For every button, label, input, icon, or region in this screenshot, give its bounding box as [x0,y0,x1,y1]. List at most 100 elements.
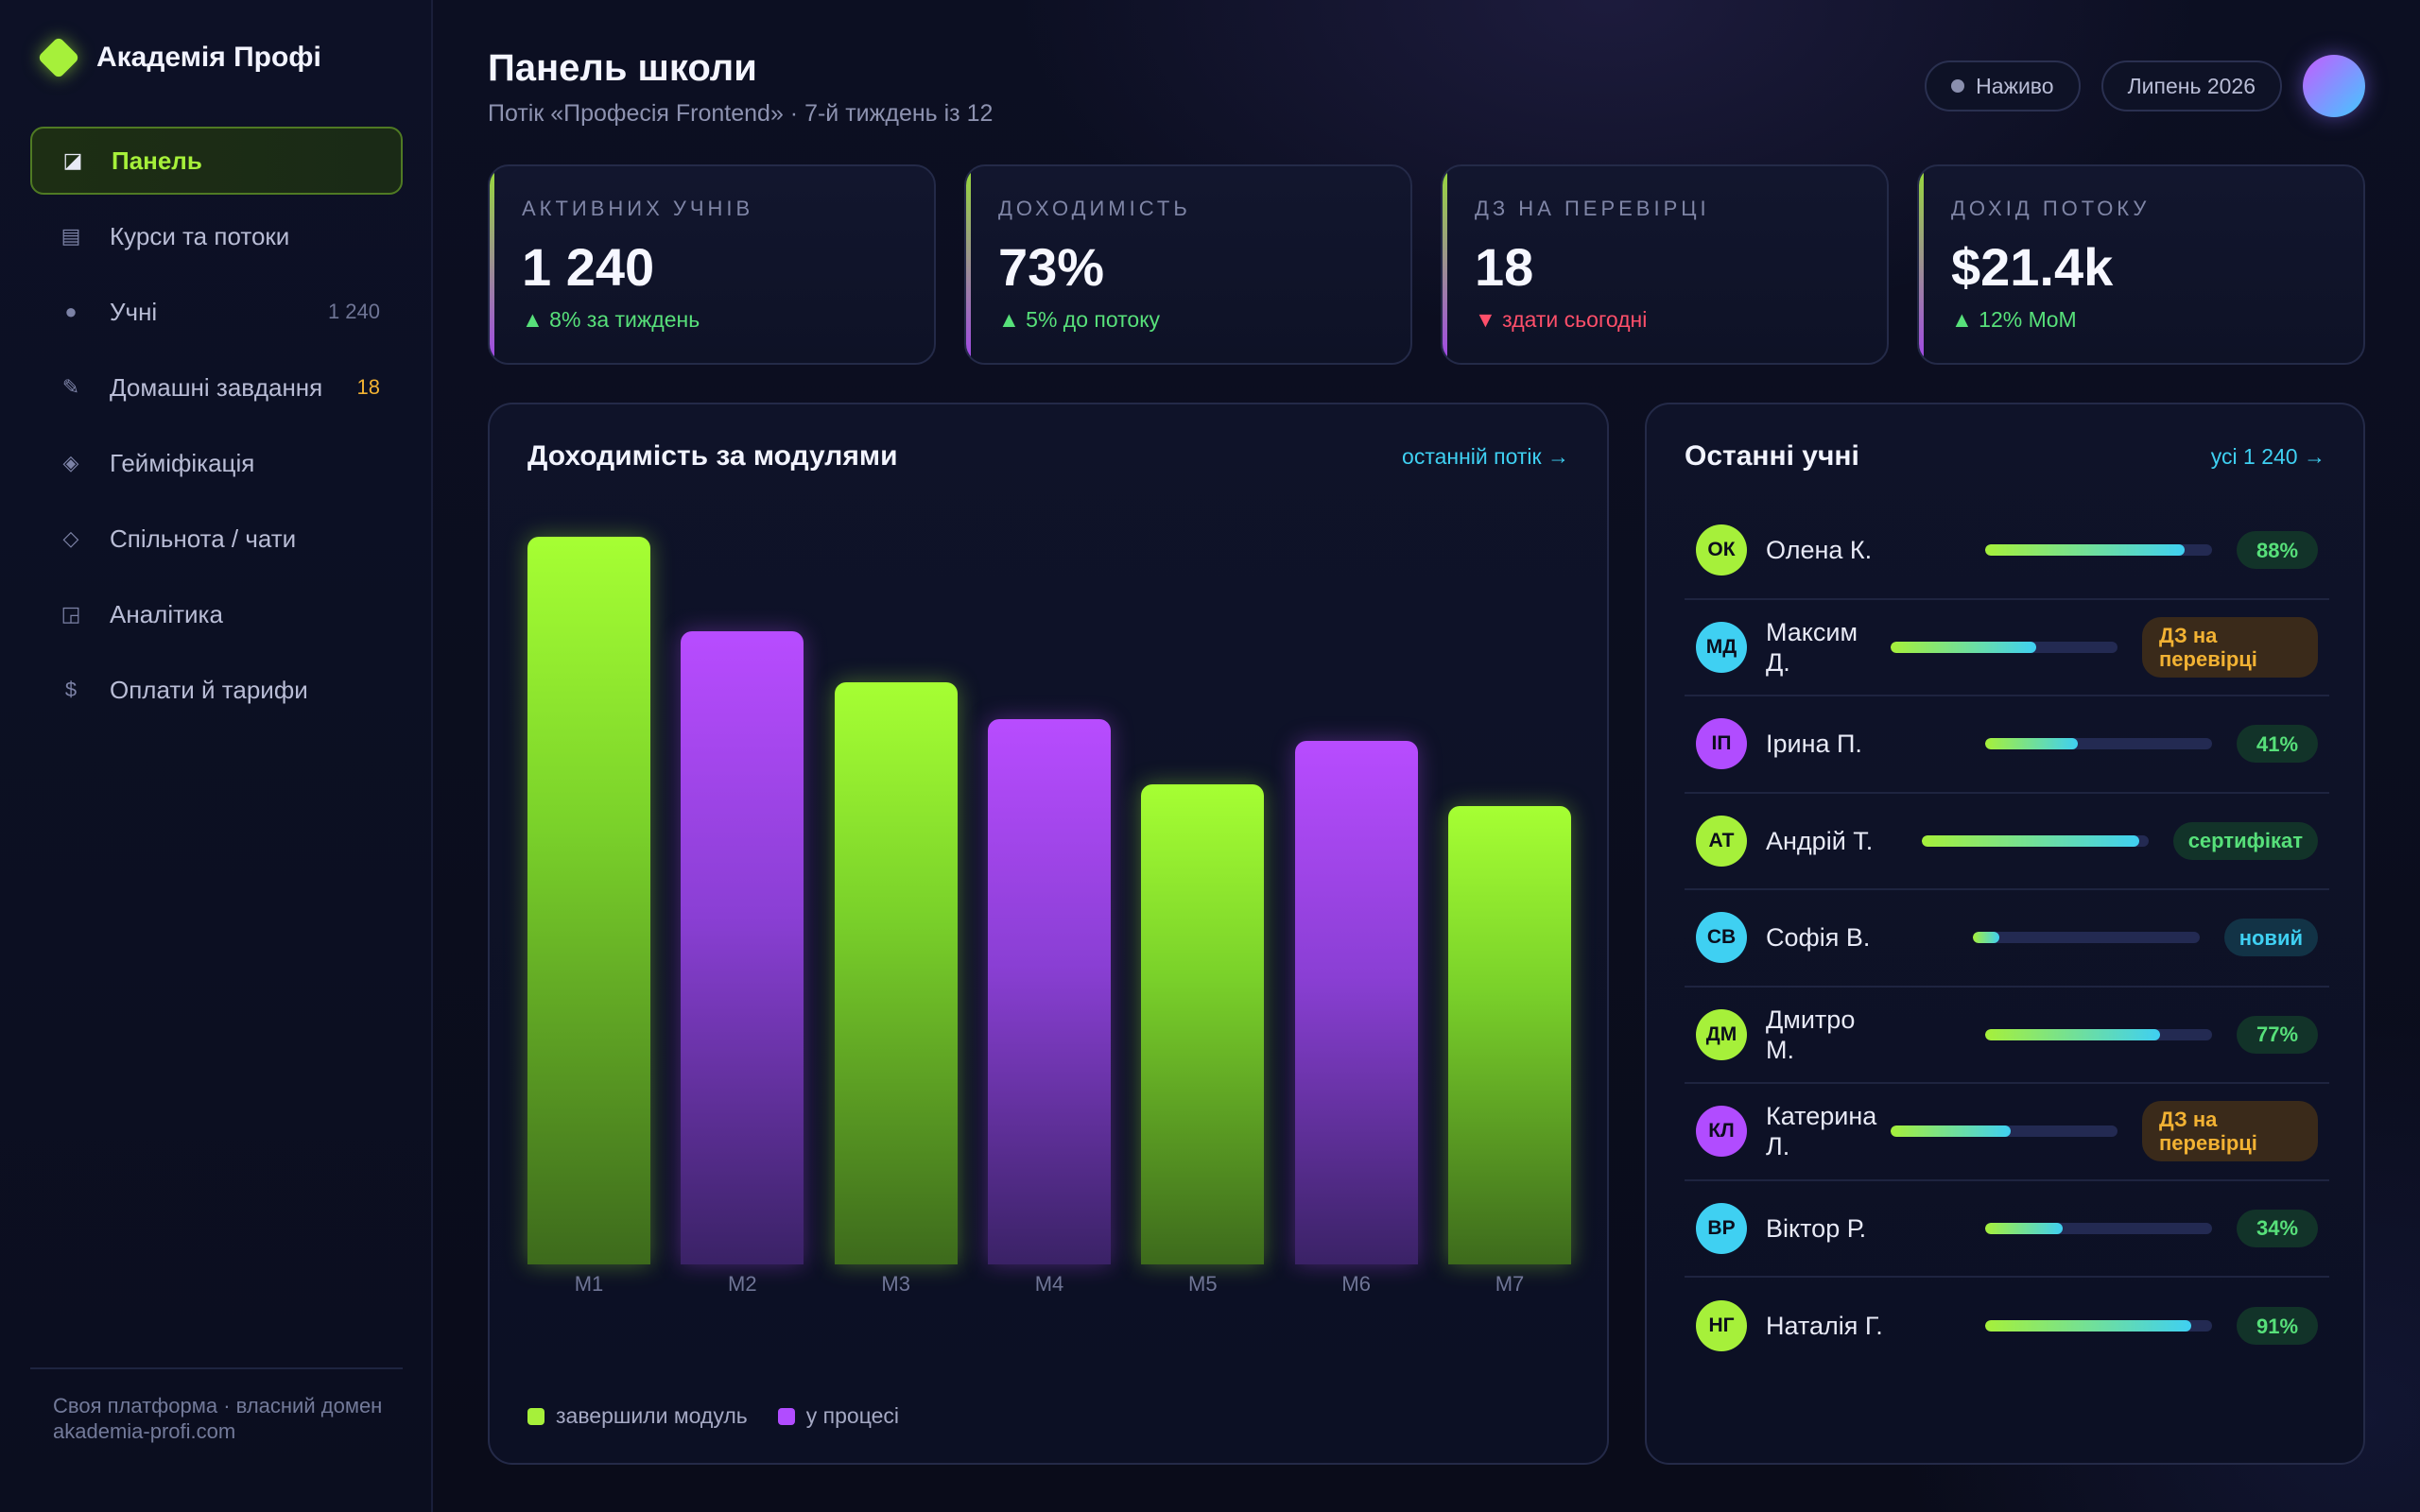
sidebar: Академія Профі ◪ Панель ▤ Курси та поток… [0,0,433,1512]
kpi-label: Доходимість [998,197,1191,220]
module-completion-panel: Доходимість за модулями останній потік →… [488,403,1609,1465]
student-row[interactable]: ІП Ірина П. 41% [1685,696,2329,794]
progress-fill [1985,1320,2192,1332]
last-stream-link[interactable]: останній потік → [1402,444,1569,469]
sidebar-item-count: 1 240 [327,300,380,323]
student-progress [1889,1028,2237,1040]
sidebar-item-courses[interactable]: ▤ Курси та потоки [30,202,403,270]
student-progress [1889,1320,2237,1332]
recent-students-panel: Останні учні усі 1 240 → ОК Олена К. 88%… [1645,403,2365,1465]
student-row[interactable]: КЛ Катерина Л. ДЗ на перевірці [1685,1084,2329,1181]
homework-icon: ✎ [61,375,80,399]
legend-label: у процесі [805,1403,900,1428]
chart-tick-label: M7 [1495,1272,1525,1296]
student-status-badge: сертифікат [2172,821,2318,860]
chart-bar[interactable] [527,537,650,1264]
sidebar-item-gamification[interactable]: ◈ Гейміфікація [30,429,403,497]
brand[interactable]: Академія Профі [37,36,321,79]
student-progress [1889,1222,2237,1234]
user-avatar[interactable] [2303,55,2365,117]
student-row[interactable]: АТ Андрій Т. сертифікат [1685,794,2329,890]
chart-legend: завершили модуль у процесі [527,1403,899,1429]
student-row[interactable]: ВР Віктор Р. 34% [1685,1181,2329,1278]
student-name: Ірина П. [1766,730,1862,759]
student-name: Максим Д. [1766,617,1858,677]
student-progress [1889,1125,2142,1138]
kpi-card[interactable]: Активних учнів 1 240 ▲ 8% за тиждень [488,164,936,365]
kpi-label: ДЗ на перевірці [1475,197,1710,220]
legend-swatch [777,1407,795,1425]
student-row[interactable]: МД Максим Д. ДЗ на перевірці [1685,600,2329,696]
student-name: Віктор Р. [1766,1213,1867,1243]
chart-bar[interactable] [681,631,804,1264]
sidebar-item-community[interactable]: ◇ Спільнота / чати [30,505,403,573]
sidebar-item-payments[interactable]: $ Оплати й тарифи [30,656,403,724]
progress-fill [1985,544,2186,557]
student-status-badge: 41% [2237,725,2318,764]
progress-track [1891,1125,2118,1138]
legend-item: завершили модуль [527,1403,748,1429]
student-row[interactable]: СВ Софія В. новий [1685,890,2329,988]
student-status-badge: ДЗ на перевірці [2142,1101,2318,1162]
chart-bar[interactable] [1141,783,1265,1264]
student-avatar: АТ [1696,815,1747,867]
chart-bar[interactable] [988,718,1111,1264]
progress-fill [1985,738,2079,750]
student-status-badge: 91% [2237,1307,2318,1346]
kpi-label: Дохід потоку [1951,197,2151,220]
student-status-badge: 88% [2237,531,2318,570]
progress-track [1985,1222,2212,1234]
page-title: Панель школи [488,47,757,89]
sidebar-item-dashboard[interactable]: ◪ Панель [30,127,403,195]
kpi-delta: ▲ 12% MoM [1951,307,2077,332]
student-status-badge: 34% [2237,1209,2318,1247]
all-students-link[interactable]: усі 1 240 → [2210,444,2325,469]
student-status-badge: ДЗ на перевірці [2142,616,2318,678]
progress-fill [1985,1222,2063,1234]
student-progress [1889,641,2142,653]
kpi-delta: ▼ здати сьогодні [1475,307,1648,332]
student-row[interactable]: ДМ Дмитро М. 77% [1685,988,2329,1084]
student-row[interactable]: НГ Наталія Г. 91% [1685,1278,2329,1375]
sidebar-item-label: Гейміфікація [110,448,255,477]
progress-track [1985,738,2212,750]
gamification-icon: ◈ [62,451,79,474]
live-status-pill[interactable]: Наживо [1925,60,2081,112]
student-row[interactable]: ОК Олена К. 88% [1685,503,2329,600]
chart-bar[interactable] [1294,740,1418,1264]
kpi-delta: ▲ 8% за тиждень [522,307,700,332]
chart-bar[interactable] [834,682,958,1264]
progress-fill [1891,1125,2012,1138]
student-name: Олена К. [1766,536,1873,565]
student-avatar: КЛ [1696,1106,1747,1158]
chart-tick-label: M5 [1188,1272,1218,1296]
sidebar-item-students[interactable]: ● Учні 1 240 [30,278,403,346]
kpi-label: Активних учнів [522,197,754,220]
courses-icon: ▤ [60,224,81,248]
sidebar-item-analytics[interactable]: ◲ Аналітика [30,580,403,648]
student-name: Дмитро М. [1766,1005,1856,1064]
legend-item: у процесі [777,1403,900,1429]
student-avatar: ІП [1696,718,1747,770]
sidebar-item-label: Спільнота / чати [110,524,297,553]
student-name: Наталія Г. [1766,1312,1883,1341]
progress-track [1985,1320,2212,1332]
kpi-value: 73% [998,237,1105,297]
sidebar-item-label: Курси та потоки [110,221,290,250]
legend-swatch [527,1407,544,1425]
sidebar-item-count: 18 [356,375,380,399]
period-selector[interactable]: Липень 2026 [2100,60,2282,112]
kpi-value: 18 [1475,237,1534,297]
chart-bar[interactable] [1448,805,1571,1264]
kpi-delta: ▲ 5% до потоку [998,307,1161,332]
kpi-card[interactable]: Дохід потоку $21.4k ▲ 12% MoM [1917,164,2365,365]
brand-name: Академія Профі [96,42,321,73]
sidebar-item-homework[interactable]: ✎ Домашні завдання 18 [30,353,403,421]
student-avatar: ВР [1696,1202,1747,1254]
student-progress [1889,544,2237,557]
kpi-card[interactable]: Доходимість 73% ▲ 5% до потоку [964,164,1412,365]
student-name: Катерина Л. [1766,1102,1877,1161]
kpi-card[interactable]: ДЗ на перевірці 18 ▼ здати сьогодні [1441,164,1889,365]
chart-tick-label: M2 [728,1272,757,1296]
kpi-value: 1 240 [522,237,655,297]
